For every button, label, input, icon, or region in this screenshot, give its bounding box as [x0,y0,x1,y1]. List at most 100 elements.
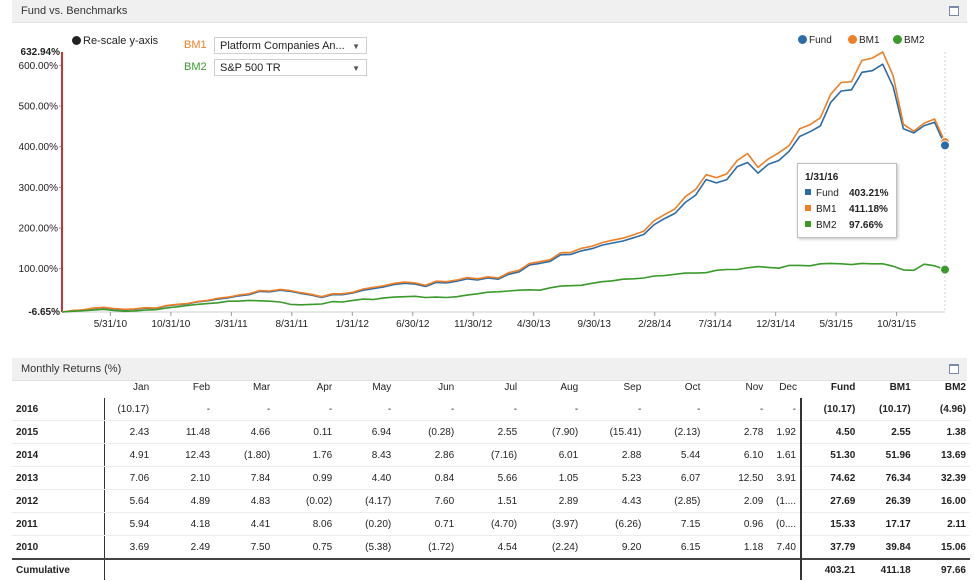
cumulative-cell: 97.66 [914,558,970,580]
month-cell: (1.80) [214,443,275,467]
summary-header-bm2: BM2 [944,382,966,393]
tooltip-bm1-value: 411.18% [849,204,888,215]
summary-cell: 26.39 [859,489,915,513]
series-line-bm2 [61,262,946,313]
month-cell: - [521,398,583,421]
y-tick-label: 100.00% [19,264,59,275]
month-cell: - [458,398,522,421]
maximize-icon[interactable] [949,6,959,16]
end-point-bm2 [940,264,950,275]
month-header: Sep [623,382,642,393]
summary-cell: 51.30 [799,443,860,467]
cumulative-cell: 411.18 [859,558,915,580]
x-tick-label: 8/31/11 [276,319,309,330]
month-header: Apr [316,382,333,393]
month-cell: 2.89 [521,489,583,513]
chevron-down-icon: ▼ [352,64,360,73]
month-cell: - [395,398,459,421]
year-cell: 2016 [12,398,105,421]
x-tick-label: 5/31/15 [819,319,853,330]
y-tick-label: 200.00% [19,223,59,234]
month-cell: 1.92 [767,420,801,444]
month-header: Jul [504,382,518,393]
month-cell: 0.11 [274,420,337,444]
month-cell: 1.18 [704,535,768,560]
summary-cell: 17.17 [859,512,915,536]
month-cell: 5.66 [458,466,522,490]
month-cell: 5.64 [104,489,154,513]
summary-cell: (4.96) [914,398,970,421]
legend-item-bm2[interactable]: BM2 [893,35,925,46]
year-cell: 2014 [12,443,105,467]
month-header: Oct [684,382,701,393]
month-cell: 3.91 [767,466,801,490]
month-cell: (4.17) [336,489,396,513]
month-cell: (2.85) [645,489,705,513]
table-row: 2011 5.94 4.18 4.41 8.06 (0.20) 0.71 (4.70) (3.9… [12,512,970,536]
table-row: 2010 3.69 2.49 7.50 0.75 (5.38) (1.72) 4.54 (2.2… [12,535,970,560]
summary-cell: 15.06 [914,535,970,560]
month-cell: 6.07 [645,466,705,490]
legend-bm2-label: BM2 [904,35,925,46]
legend-bm1-dot-icon [848,35,857,44]
month-cell: (3.97) [521,512,583,536]
month-cell: 1.51 [458,489,522,513]
month-cell: (10.17) [104,398,154,421]
tooltip-bm2-value: 97.66% [849,220,883,231]
month-cell: 7.15 [645,512,705,536]
bm1-select[interactable]: Platform Companies An... ▼ [214,37,367,54]
x-tick-label: 9/30/13 [578,319,612,330]
month-cell: 7.06 [104,466,154,490]
summary-header-bm1: BM1 [889,382,911,393]
table-body: 2016 (10.17) - - - - - - - - - - - (10.17) (10.17) (4.9… [12,398,970,580]
month-cell: 11.48 [153,420,215,444]
month-cell: (7.90) [521,420,583,444]
legend-item-bm1[interactable]: BM1 [848,35,880,46]
month-cell: (6.26) [582,512,646,536]
month-cell: 12.43 [153,443,215,467]
x-tick-label: 2/28/14 [638,319,672,330]
chevron-down-icon: ▼ [352,42,360,51]
y-max-label: 632.94% [21,47,61,58]
chart-panel-title: Fund vs. Benchmarks [21,5,128,17]
y-tick-label: 600.00% [19,61,59,72]
month-cell: 0.96 [704,512,768,536]
month-cell: - [336,398,396,421]
month-cell: 4.54 [458,535,522,560]
tooltip-row-bm1: BM1 411.18% [805,204,895,216]
month-cell: 4.66 [214,420,275,444]
month-cell: 5.94 [104,512,154,536]
bm2-label: BM2 [184,61,207,73]
month-cell: 7.40 [767,535,801,560]
month-cell: (4.70) [458,512,522,536]
month-header: Nov [745,382,764,393]
year-cell: 2010 [12,535,105,560]
legend-item-fund[interactable]: Fund [798,35,832,46]
month-cell: - [645,398,705,421]
summary-cell: 74.62 [799,466,860,490]
rescale-y-axis-toggle[interactable]: Re-scale y-axis [72,35,158,47]
month-header: Feb [192,382,211,393]
legend-fund-dot-icon [798,35,807,44]
summary-cell: 4.50 [799,420,860,444]
month-cell: 0.99 [274,466,337,490]
legend-bm2-dot-icon [893,35,902,44]
bm2-select[interactable]: S&P 500 TR ▼ [214,59,367,76]
maximize-icon[interactable] [949,364,959,374]
cumulative-cell: 403.21 [799,558,860,580]
table-row: 2014 4.91 12.43 (1.80) 1.76 8.43 2.86 (7.16) 6.0… [12,443,970,467]
summary-cell: 51.96 [859,443,915,467]
month-header: Jun [438,382,455,393]
month-cell: 3.69 [104,535,154,560]
month-cell: - [214,398,275,421]
y-tick-label: 500.00% [19,102,59,113]
x-tick-label: 4/30/13 [517,319,551,330]
table-header-row: Jan Feb Mar Apr May Jun Jul Aug Sep Oct … [12,377,970,398]
month-cell: 2.88 [582,443,646,467]
table-row: 2016 (10.17) - - - - - - - - - - - (10.17) (10.17) (4.9… [12,398,970,421]
month-cell: 2.10 [153,466,215,490]
x-tick-label: 12/31/14 [756,319,795,330]
month-cell: 1.61 [767,443,801,467]
month-cell: 4.40 [336,466,396,490]
chart-tooltip: 1/31/16 Fund 403.21% BM1 411.18% BM2 97.… [797,163,897,238]
